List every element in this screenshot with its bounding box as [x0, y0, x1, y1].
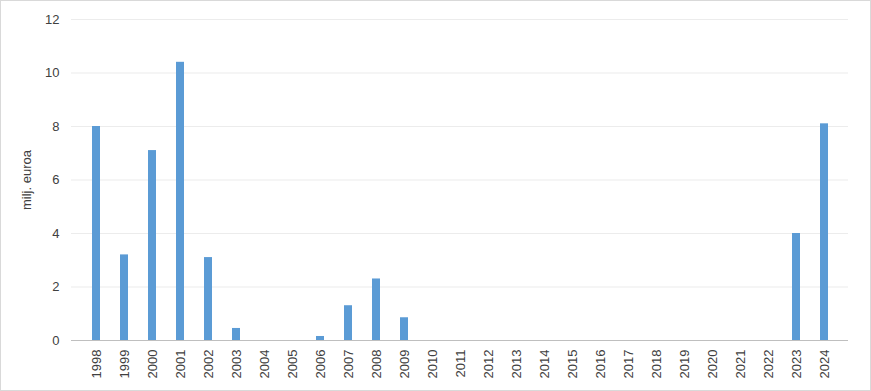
svg-text:4: 4	[52, 226, 59, 241]
svg-text:6: 6	[52, 172, 59, 187]
svg-text:2024: 2024	[817, 350, 832, 379]
svg-text:2010: 2010	[425, 350, 440, 379]
svg-text:2017: 2017	[621, 350, 636, 379]
svg-text:10: 10	[45, 65, 59, 80]
svg-text:2011: 2011	[453, 350, 468, 378]
svg-text:2021: 2021	[733, 350, 748, 379]
svg-text:1998: 1998	[89, 350, 104, 379]
svg-text:2006: 2006	[313, 350, 328, 379]
svg-text:milj. euroa: milj. euroa	[19, 149, 34, 210]
svg-text:2015: 2015	[565, 350, 580, 379]
svg-text:2004: 2004	[257, 350, 272, 379]
svg-text:2020: 2020	[705, 350, 720, 379]
svg-text:2000: 2000	[145, 350, 160, 379]
svg-text:2009: 2009	[397, 350, 412, 379]
svg-text:2003: 2003	[229, 350, 244, 379]
svg-text:1999: 1999	[117, 350, 132, 379]
svg-text:2013: 2013	[509, 350, 524, 379]
svg-text:2022: 2022	[761, 350, 776, 379]
svg-text:2023: 2023	[789, 350, 804, 379]
svg-text:2012: 2012	[481, 350, 496, 379]
svg-text:2008: 2008	[369, 350, 384, 379]
svg-text:2007: 2007	[341, 350, 356, 379]
svg-text:0: 0	[52, 333, 59, 348]
svg-text:2018: 2018	[649, 350, 664, 379]
svg-text:12: 12	[45, 12, 59, 27]
svg-text:2019: 2019	[677, 350, 692, 379]
svg-text:2014: 2014	[537, 350, 552, 379]
svg-text:2005: 2005	[285, 350, 300, 379]
svg-text:2002: 2002	[201, 350, 216, 379]
svg-text:2001: 2001	[173, 350, 188, 379]
svg-text:2: 2	[52, 279, 59, 294]
svg-text:2016: 2016	[593, 350, 608, 379]
svg-text:8: 8	[52, 119, 59, 134]
